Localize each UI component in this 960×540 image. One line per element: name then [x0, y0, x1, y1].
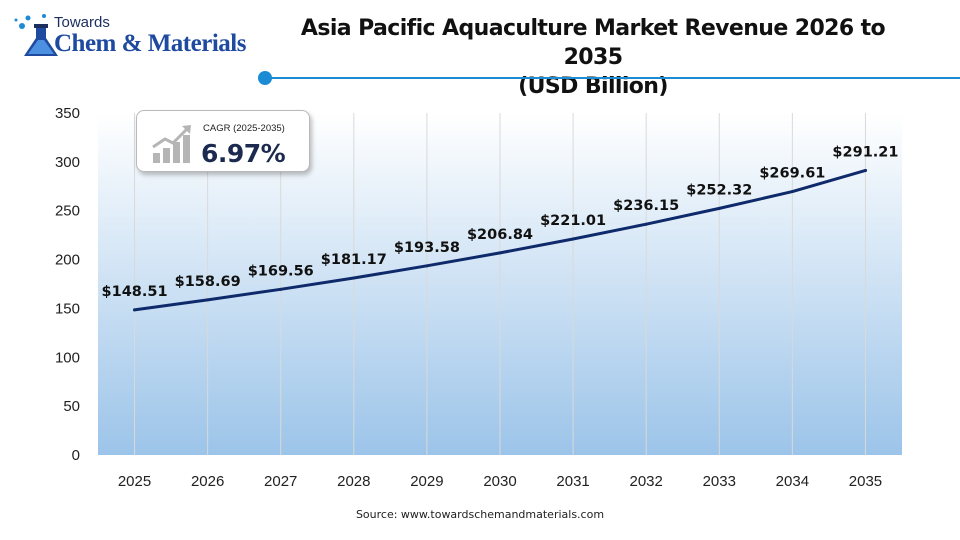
x-tick-label: 2025 — [118, 473, 151, 490]
divider-line — [270, 77, 960, 79]
data-label-2026: $158.69 — [175, 274, 241, 290]
data-point-2035 — [863, 168, 867, 172]
x-tick-label: 2029 — [410, 473, 443, 490]
y-tick-label: 0 — [72, 447, 80, 464]
divider-dot — [258, 71, 272, 85]
brand-line-2: Chem & Materials — [54, 30, 246, 57]
chart-title-line-1: Asia Pacific Aquaculture Market Revenue … — [300, 16, 886, 70]
data-point-2032 — [644, 222, 648, 226]
title-divider — [258, 70, 960, 86]
y-tick-label: 350 — [55, 105, 80, 122]
x-tick-label: 2033 — [703, 473, 736, 490]
data-point-2026 — [206, 298, 210, 302]
x-tick-label: 2035 — [849, 473, 882, 490]
brand-logo: Towards Chem & Materials — [14, 10, 254, 70]
data-point-2027 — [279, 287, 283, 291]
data-point-2030 — [498, 251, 502, 255]
x-tick-label: 2026 — [191, 473, 224, 490]
x-tick-label: 2030 — [483, 473, 516, 490]
y-tick-label: 100 — [55, 349, 80, 366]
data-label-2029: $193.58 — [394, 240, 460, 256]
cagr-value: 6.97% — [201, 139, 286, 168]
data-label-2028: $181.17 — [321, 252, 387, 268]
y-tick-label: 200 — [55, 252, 80, 269]
x-tick-label: 2034 — [776, 473, 809, 490]
source-note: Source: www.towardschemandmaterials.com — [355, 508, 605, 521]
y-tick-label: 250 — [55, 203, 80, 220]
x-tick-label: 2031 — [556, 473, 589, 490]
data-label-2035: $291.21 — [832, 144, 898, 160]
x-tick-label: 2032 — [629, 473, 662, 490]
data-label-2033: $252.32 — [686, 182, 752, 198]
growth-chart-icon — [152, 125, 191, 163]
data-point-2029 — [425, 264, 429, 268]
data-label-2034: $269.61 — [759, 166, 825, 182]
flask-icon — [14, 14, 58, 56]
x-tick-label: 2028 — [337, 473, 370, 490]
data-label-2027: $169.56 — [248, 263, 314, 279]
data-point-2033 — [717, 206, 721, 210]
cagr-callout: CAGR (2025-2035) 6.97% — [136, 110, 310, 172]
data-label-2025: $148.51 — [102, 284, 168, 300]
data-point-2028 — [352, 276, 356, 280]
data-point-2031 — [571, 237, 575, 241]
y-tick-label: 150 — [55, 300, 80, 317]
x-tick-label: 2027 — [264, 473, 297, 490]
cagr-label: CAGR (2025-2035) — [203, 123, 285, 134]
data-point-2034 — [790, 190, 794, 194]
brand-line-1: Towards — [54, 14, 110, 31]
data-point-2025 — [133, 308, 137, 312]
data-label-2031: $221.01 — [540, 213, 606, 229]
y-tick-label: 300 — [55, 154, 80, 171]
data-label-2030: $206.84 — [467, 227, 533, 243]
y-tick-label: 50 — [63, 398, 80, 415]
data-label-2032: $236.15 — [613, 198, 679, 214]
